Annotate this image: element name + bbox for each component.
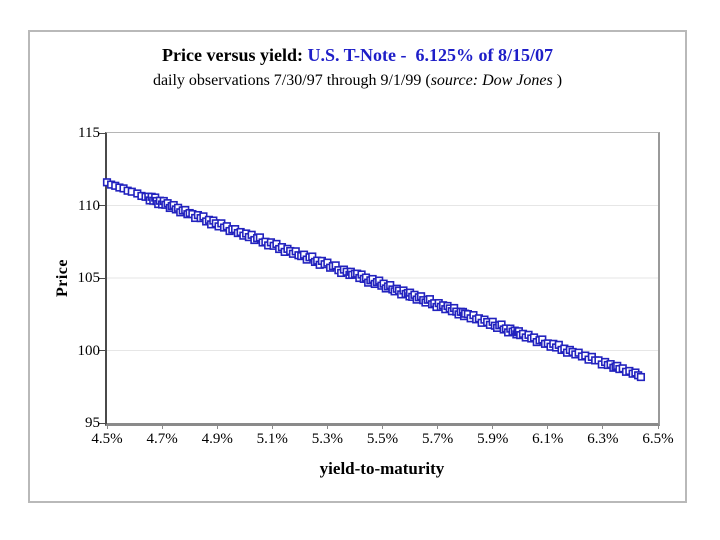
y-tick-mark	[99, 132, 107, 134]
chart-title: Price versus yield: U.S. T-Note - 6.125%…	[28, 44, 687, 66]
data-point-marker	[636, 372, 646, 382]
x-tick-mark	[437, 424, 439, 429]
y-tick-label: 110	[78, 197, 100, 214]
scatter-svg	[102, 178, 658, 382]
x-tick-mark	[382, 424, 383, 429]
subtitle-text-before: daily observations 7/30/97 through 9/1/9…	[152, 72, 431, 89]
x-tick-label: 6.3%	[587, 431, 619, 447]
y-tick-label: 115	[78, 125, 100, 141]
x-tick-label: 5.7%	[421, 431, 454, 447]
x-tick-mark	[161, 424, 163, 429]
x-tick-mark	[326, 424, 328, 429]
x-tick-mark	[492, 424, 494, 429]
x-tick-label: 4.5%	[91, 431, 123, 447]
y-tick-mark	[99, 422, 107, 424]
x-tick-label: 6.5%	[642, 431, 674, 447]
x-tick-label: 5.3%	[311, 431, 344, 447]
y-tick-mark	[99, 350, 107, 351]
y-tick-mark	[99, 277, 107, 279]
x-tick-label: 5.9%	[477, 431, 509, 447]
x-tick-label: 4.9%	[201, 431, 233, 447]
x-tick-mark	[547, 424, 549, 429]
x-tick-label: 5.1%	[256, 431, 288, 447]
x-tick-mark	[602, 424, 604, 429]
x-tick-mark	[657, 424, 659, 429]
subtitle-text-after: )	[552, 72, 563, 89]
title-prefix: Price versus yield:	[162, 45, 308, 65]
x-tick-mark	[216, 424, 218, 429]
x-tick-label: 4.7%	[146, 431, 178, 447]
plot-area	[102, 132, 660, 426]
y-tick-mark	[99, 205, 107, 206]
x-tick-label: 6.1%	[532, 431, 564, 447]
title-security: U.S. T-Note - 6.125% of 8/15/07	[307, 45, 553, 65]
subtitle-source: source: Dow Jones	[430, 72, 553, 89]
chart-subtitle: daily observations 7/30/97 through 9/1/9…	[28, 71, 687, 91]
x-tick-mark	[271, 424, 273, 429]
x-tick-label: 5.5%	[366, 431, 399, 447]
y-tick-label: 105	[77, 270, 101, 286]
y-tick-label: 95	[85, 415, 100, 431]
y-tick-label: 100	[77, 342, 101, 359]
x-axis-title: yield-to-maturity	[319, 459, 445, 478]
x-tick-mark	[106, 424, 108, 429]
